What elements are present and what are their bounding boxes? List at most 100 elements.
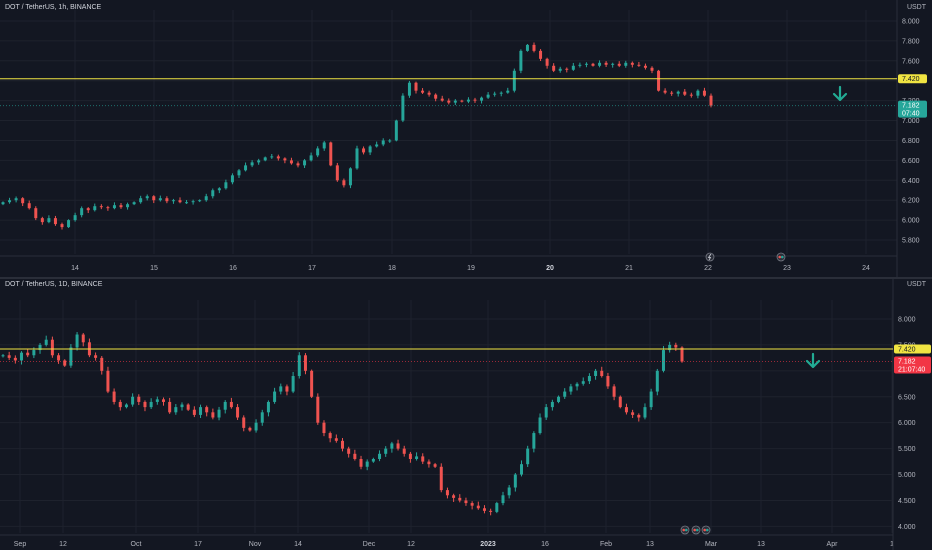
earnings-event-icon[interactable] [776, 252, 786, 262]
candle-body [482, 508, 486, 511]
candle-body [594, 370, 598, 377]
candle-body [458, 497, 462, 501]
candle-body [297, 355, 301, 377]
candle-body [401, 95, 405, 121]
candle-body [507, 487, 511, 496]
earnings-event-icon[interactable] [691, 525, 701, 535]
candle-body [495, 503, 499, 512]
candle-body [378, 453, 382, 459]
candle-body [289, 160, 293, 164]
candle-body [309, 155, 313, 161]
candle-body [649, 391, 653, 408]
time-tick-label: 12 [407, 541, 415, 548]
candle-body [139, 198, 143, 203]
candle-body [13, 357, 17, 361]
candle-body [440, 98, 444, 101]
price-tick-label: 6.600 [902, 158, 920, 165]
candle-body [512, 70, 516, 91]
price-tick-label: 6.000 [902, 218, 920, 225]
candle-body [137, 396, 141, 402]
time-tick-label: 19 [467, 265, 475, 272]
candle-body [192, 409, 196, 415]
candle-body [661, 350, 665, 371]
candle-body [34, 208, 38, 219]
candle-body [680, 347, 684, 362]
candle-body [149, 401, 153, 408]
candle-body [14, 198, 18, 201]
candle-body [355, 148, 359, 169]
candle-body [445, 490, 449, 496]
price-tick-label: 7.800 [902, 38, 920, 45]
chart-svg-1h[interactable]: 8.0007.8007.6007.4007.2007.0006.8006.600… [0, 0, 932, 277]
candle-body [60, 224, 64, 228]
candle-body [303, 355, 307, 371]
chart-pane-1h[interactable]: 8.0007.8007.6007.4007.2007.0006.8006.600… [0, 0, 932, 277]
candle-body [415, 456, 419, 459]
candle-body [433, 464, 437, 467]
time-tick-label: Sep [14, 541, 27, 548]
candle-body [578, 64, 582, 66]
event-marker-circle [705, 252, 715, 262]
price-tick-label: 4.500 [898, 498, 916, 505]
candle-body [341, 440, 344, 449]
last-price-label: 7.182 [902, 103, 920, 110]
candle-body [598, 62, 602, 66]
candle-body [1, 355, 5, 357]
candle-body [266, 401, 270, 413]
candle-body [499, 92, 503, 94]
candle-body [396, 443, 400, 449]
time-tick-label: Apr [827, 541, 839, 548]
candle-body [390, 443, 394, 449]
candle-body [591, 63, 595, 66]
candle-body [394, 120, 398, 141]
candle-body [557, 396, 561, 402]
time-tick-label: 13 [757, 541, 765, 548]
lightning-glyph [707, 253, 712, 261]
time-tick-label: 16 [541, 541, 549, 548]
candle-body [38, 344, 42, 351]
candle-body [600, 370, 604, 377]
chart-svg-1d[interactable]: 8.0007.5007.0006.5006.0005.5005.0004.500… [0, 279, 932, 550]
candle-body [544, 407, 548, 418]
candle-body [242, 417, 246, 428]
candle-body [381, 140, 385, 145]
candle-body [520, 464, 524, 475]
candle-body [657, 70, 661, 91]
candle-body [464, 500, 468, 504]
candle-body [250, 162, 254, 166]
candle-body [604, 62, 608, 65]
candle-body [279, 386, 283, 392]
price-tick-label: 6.400 [902, 178, 920, 185]
candle-body [7, 355, 11, 358]
candle-body [571, 65, 575, 70]
time-tick-label: 24 [862, 265, 870, 272]
chart-pane-1d[interactable]: 8.0007.5007.0006.5006.0005.5005.0004.500… [0, 279, 932, 550]
candle-body [119, 205, 123, 208]
candle-body [525, 44, 529, 51]
candle-body [80, 208, 84, 216]
candle-body [67, 220, 71, 228]
candle-body [668, 344, 672, 351]
arrow-down-icon[interactable] [832, 85, 848, 102]
candle-body [558, 68, 562, 71]
symbol-title: DOT / TetherUS, 1D, BINANCE [5, 281, 103, 288]
pane-divider[interactable] [0, 277, 932, 279]
candle-body [205, 407, 209, 413]
candle-body [21, 198, 25, 204]
candle-body [73, 215, 77, 221]
arrow-down-icon[interactable] [805, 352, 821, 369]
candle-body [624, 62, 628, 66]
earnings-event-icon[interactable] [680, 525, 690, 535]
last-price-tag [898, 100, 927, 118]
lightning-event-icon[interactable] [705, 252, 715, 262]
candle-body [532, 44, 536, 51]
candle-body [310, 370, 314, 397]
candle-body [155, 399, 159, 402]
candles-group [1, 42, 713, 230]
candle-body [519, 50, 523, 71]
earnings-event-icon[interactable] [701, 525, 711, 535]
candle-body [124, 404, 128, 408]
candle-body [532, 433, 536, 449]
candle-body [329, 142, 333, 166]
candle-body [178, 200, 182, 203]
